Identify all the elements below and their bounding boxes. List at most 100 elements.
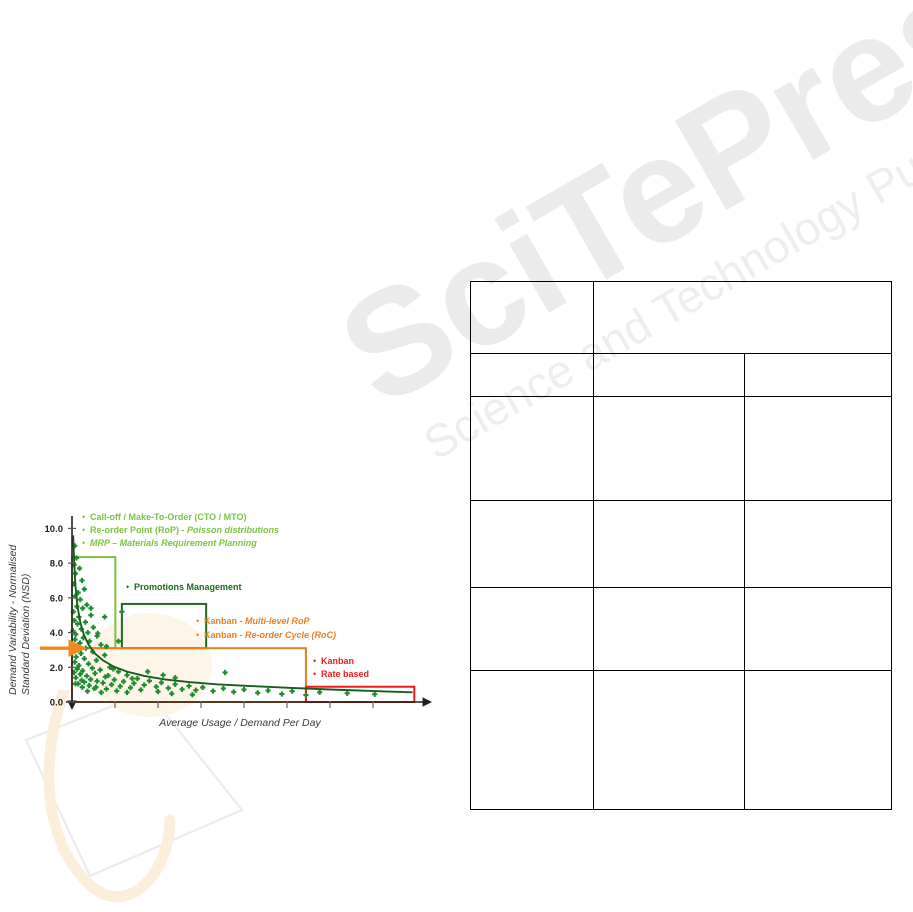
scatter-point bbox=[344, 690, 350, 696]
scatter-point bbox=[146, 678, 152, 684]
annotation-text: Kanban - Multi-level RoP bbox=[204, 616, 311, 626]
scatter-point bbox=[121, 678, 127, 685]
table-row bbox=[469, 280, 892, 355]
scatter-point bbox=[80, 605, 86, 611]
scatter-point bbox=[76, 565, 83, 571]
annotation-part: Multi-level RoP bbox=[245, 616, 311, 626]
scatter-point bbox=[265, 687, 271, 694]
table-cell bbox=[469, 353, 595, 398]
scatter-point bbox=[77, 596, 83, 603]
anno-green-1: • Call-off / Make-To-Order (CTO / MTO) bbox=[82, 512, 247, 522]
y-tick-label: 6.0 bbox=[50, 593, 63, 604]
table-cell bbox=[744, 353, 892, 398]
scatter-point bbox=[200, 684, 206, 691]
specification-table bbox=[469, 280, 892, 811]
scatter-point bbox=[85, 629, 91, 636]
scatter-point bbox=[87, 676, 94, 683]
scatter-point bbox=[289, 688, 295, 694]
scatter-point bbox=[84, 673, 90, 679]
anno-red-2: • Rate based bbox=[313, 669, 369, 679]
annotation-bullet: • bbox=[196, 616, 199, 626]
scatter-point bbox=[127, 685, 134, 691]
annotation-part: Kanban - bbox=[204, 630, 245, 640]
annotation-bullet: • bbox=[313, 669, 316, 679]
annotation-part: Re-order Cycle (RoC) bbox=[245, 630, 336, 640]
scatter-point bbox=[88, 605, 94, 611]
scatter-point bbox=[83, 645, 89, 651]
table-cell bbox=[469, 669, 595, 811]
scatter-point bbox=[158, 679, 165, 686]
scatter-point bbox=[94, 678, 100, 684]
scatter-point bbox=[303, 692, 309, 698]
scatter-point bbox=[160, 672, 166, 678]
scatter-point bbox=[111, 677, 117, 683]
scatter-point bbox=[107, 664, 113, 670]
annotation-text: MRP – Materials Requirement Planning bbox=[90, 538, 257, 548]
scatter-point bbox=[98, 642, 104, 648]
table-cell bbox=[469, 396, 595, 502]
annotation-part: Poisson distributions bbox=[187, 525, 279, 535]
scatter-point bbox=[153, 684, 159, 690]
scatter-point bbox=[93, 657, 100, 663]
scatter-point bbox=[84, 688, 91, 694]
scatter-point bbox=[115, 669, 122, 675]
annotation-text: Call-off / Make-To-Order (CTO / MTO) bbox=[90, 512, 247, 522]
annotation-bullet: • bbox=[82, 538, 85, 548]
annotation-part: Kanban - bbox=[204, 616, 245, 626]
scatter-point bbox=[108, 682, 115, 688]
scatter-point bbox=[172, 675, 178, 681]
annotation-part: Kanban bbox=[321, 656, 354, 666]
scatter-point bbox=[76, 662, 82, 669]
scatter-point bbox=[89, 665, 95, 671]
scatter-point bbox=[165, 685, 171, 691]
table-row bbox=[469, 500, 892, 588]
annotation-text: Rate based bbox=[321, 669, 369, 679]
scatter-point bbox=[77, 671, 83, 677]
chart-scatter-points bbox=[70, 543, 378, 698]
annotation-part: Promotions Management bbox=[134, 582, 242, 592]
table-cell bbox=[593, 353, 745, 398]
scatter-point bbox=[279, 691, 285, 697]
table-cell bbox=[744, 586, 892, 671]
scatter-point bbox=[231, 689, 237, 695]
annotation-part: Rate based bbox=[321, 669, 369, 679]
y-tick-label: 8.0 bbox=[50, 559, 63, 570]
scatter-point bbox=[134, 675, 140, 682]
anno-red-1: • Kanban bbox=[313, 656, 354, 666]
scatter-point bbox=[210, 688, 216, 694]
table-row bbox=[469, 586, 892, 671]
table-row bbox=[469, 669, 892, 811]
scatter-point bbox=[119, 609, 125, 615]
annotation-part: MRP – Materials Requirement Planning bbox=[90, 538, 257, 548]
y-axis-title-line1: Demand Variability - Normalised bbox=[7, 544, 19, 695]
annotation-bullet: • bbox=[126, 582, 129, 592]
scatter-point bbox=[172, 681, 178, 687]
y-tick-label: 2.0 bbox=[50, 663, 63, 674]
scatter-point bbox=[103, 643, 109, 650]
annotation-text: Promotions Management bbox=[134, 582, 242, 592]
anno-green-2: • Re-order Point (RoP) - Poisson distribu… bbox=[82, 525, 279, 535]
x-axis-title: Average Usage / Demand Per Day bbox=[158, 717, 321, 729]
table-cell bbox=[744, 396, 892, 502]
table-cell bbox=[593, 669, 745, 811]
anno-orange-1: • Kanban - Multi-level RoP bbox=[196, 616, 311, 626]
scatter-point bbox=[82, 619, 89, 625]
scatter-point bbox=[105, 673, 111, 679]
scatter-point bbox=[124, 672, 130, 678]
table-cell bbox=[593, 586, 745, 671]
annotation-bullet: • bbox=[82, 512, 85, 522]
scatter-point bbox=[88, 612, 94, 618]
scatter-point bbox=[81, 656, 87, 662]
scatter-point bbox=[95, 630, 101, 637]
scatter-point bbox=[372, 691, 378, 697]
y-axis-title-line2: Standard Deviation (NSD) bbox=[20, 574, 32, 695]
table-cell bbox=[593, 500, 745, 588]
scatter-point bbox=[80, 668, 86, 674]
y-axis-title: Demand Variability - Normalised Standard… bbox=[7, 544, 32, 695]
scatter-point bbox=[220, 685, 226, 692]
table-cell bbox=[744, 669, 892, 811]
anno-promotions: • Promotions Management bbox=[126, 582, 242, 592]
table-cell bbox=[469, 586, 595, 671]
scatter-point bbox=[102, 614, 108, 620]
